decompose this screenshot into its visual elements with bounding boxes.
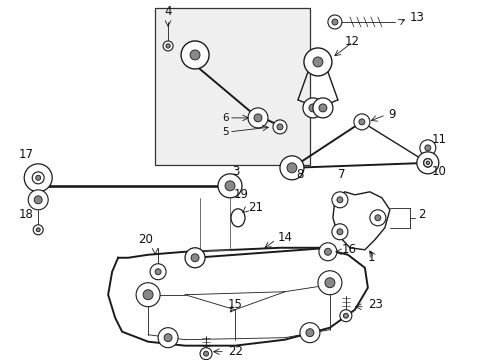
Text: 19: 19 [234, 188, 248, 201]
Circle shape [155, 269, 161, 275]
Circle shape [374, 215, 380, 221]
Circle shape [419, 140, 435, 156]
Circle shape [191, 254, 199, 262]
Circle shape [33, 173, 43, 183]
Circle shape [318, 243, 336, 261]
Text: 20: 20 [138, 233, 153, 246]
Circle shape [327, 15, 341, 29]
Circle shape [272, 120, 286, 134]
Circle shape [312, 98, 332, 118]
Text: 16: 16 [341, 243, 356, 256]
Text: 9: 9 [387, 108, 395, 121]
Circle shape [336, 229, 342, 235]
Circle shape [425, 161, 429, 165]
Circle shape [423, 159, 431, 167]
Circle shape [150, 264, 166, 280]
Text: 12: 12 [344, 36, 359, 49]
Text: 21: 21 [247, 201, 263, 214]
Circle shape [203, 351, 208, 356]
Circle shape [32, 172, 44, 184]
Circle shape [218, 174, 242, 198]
Polygon shape [108, 248, 367, 346]
Circle shape [276, 124, 283, 130]
Text: 1: 1 [367, 251, 375, 264]
Circle shape [339, 310, 351, 322]
Circle shape [358, 119, 364, 125]
Circle shape [33, 225, 43, 235]
Circle shape [224, 181, 235, 191]
Circle shape [165, 44, 170, 48]
Circle shape [303, 98, 322, 118]
Text: 8: 8 [295, 168, 303, 181]
Circle shape [353, 114, 369, 130]
Text: 23: 23 [367, 298, 382, 311]
Circle shape [304, 48, 331, 76]
Circle shape [36, 228, 40, 232]
Text: 5: 5 [222, 127, 228, 137]
Circle shape [253, 114, 262, 122]
Circle shape [184, 248, 204, 268]
Circle shape [424, 145, 430, 151]
Circle shape [200, 348, 212, 360]
Text: 15: 15 [227, 298, 243, 311]
Text: 11: 11 [431, 133, 446, 147]
Circle shape [308, 104, 316, 112]
Text: 14: 14 [277, 231, 292, 244]
Circle shape [299, 323, 319, 343]
Text: 10: 10 [431, 165, 446, 178]
Circle shape [324, 248, 331, 255]
Circle shape [369, 210, 385, 226]
Text: 2: 2 [417, 208, 425, 221]
Circle shape [331, 19, 337, 25]
Circle shape [34, 196, 42, 204]
Bar [155, 8, 309, 165]
Text: 18: 18 [18, 208, 33, 221]
Text: 17: 17 [18, 148, 33, 161]
Circle shape [163, 41, 173, 51]
Circle shape [324, 278, 334, 288]
Circle shape [312, 57, 322, 67]
Circle shape [317, 271, 341, 295]
Text: 7: 7 [337, 168, 345, 181]
Circle shape [190, 50, 200, 60]
Circle shape [343, 313, 347, 318]
Text: 4: 4 [164, 5, 171, 18]
Circle shape [28, 190, 48, 210]
Circle shape [336, 197, 342, 203]
Circle shape [247, 108, 267, 128]
Circle shape [136, 283, 160, 307]
Circle shape [36, 175, 41, 180]
Circle shape [305, 329, 313, 337]
Text: 22: 22 [227, 345, 243, 358]
Polygon shape [332, 192, 389, 250]
Circle shape [143, 290, 153, 300]
Circle shape [423, 158, 431, 167]
Text: 3: 3 [231, 165, 239, 178]
Text: 6: 6 [222, 113, 228, 123]
Circle shape [318, 104, 326, 112]
Circle shape [158, 328, 178, 348]
Circle shape [164, 334, 172, 342]
Circle shape [286, 163, 296, 173]
Circle shape [24, 164, 52, 192]
Circle shape [416, 152, 438, 174]
Circle shape [280, 156, 304, 180]
Circle shape [331, 192, 347, 208]
Text: 13: 13 [409, 12, 424, 24]
Circle shape [181, 41, 208, 69]
Circle shape [331, 224, 347, 240]
